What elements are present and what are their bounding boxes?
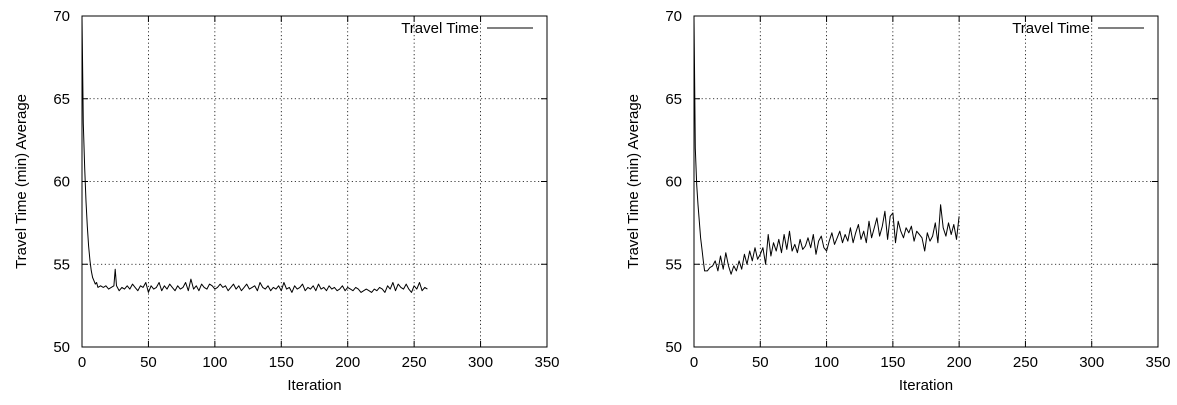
y-tick-label: 50: [665, 339, 682, 356]
y-tick-label: 55: [53, 256, 70, 273]
y-tick-label: 70: [53, 8, 70, 25]
y-tick-label: 50: [53, 339, 70, 356]
y-axis-label: Travel Time (min) Average: [13, 94, 30, 269]
x-tick-label: 50: [140, 354, 157, 371]
x-tick-label: 150: [880, 354, 905, 371]
x-tick-label: 300: [468, 354, 493, 371]
y-tick-label: 60: [53, 174, 70, 191]
x-tick-label: 350: [1145, 354, 1170, 371]
y-tick-label: 65: [53, 91, 70, 108]
chart-left: 0 50 100 150 200 250 300 350 50 55 60 65 70 Iteration…: [13, 8, 560, 394]
x-tick-label: 350: [534, 354, 559, 371]
series-line-travel-time: [693, 15, 960, 275]
chart-right: 0 50 100 150 200 250 300 350 50 55 60 65 70 Iteration…: [625, 8, 1171, 394]
y-tick-label: 60: [665, 174, 682, 191]
x-tick-label: 250: [1013, 354, 1038, 371]
x-tick-label: 300: [1079, 354, 1104, 371]
plot-frame: [81, 15, 548, 348]
x-tick-label: 250: [402, 354, 427, 371]
x-axis-label: Iteration: [287, 377, 341, 394]
x-axis-label: Iteration: [899, 377, 953, 394]
plot-frame: [693, 15, 1159, 348]
y-tick-label: 65: [665, 91, 682, 108]
y-axis-label: Travel Time (min) Average: [625, 94, 642, 269]
x-tick-label: 200: [947, 354, 972, 371]
x-tick-label: 0: [78, 354, 86, 371]
x-tick-label: 150: [269, 354, 294, 371]
y-tick-label: 70: [665, 8, 682, 25]
y-tick-label: 55: [665, 256, 682, 273]
x-tick-label: 200: [335, 354, 360, 371]
x-tick-label: 100: [202, 354, 227, 371]
legend-label: Travel Time: [401, 20, 479, 37]
x-tick-label: 100: [814, 354, 839, 371]
x-tick-label: 0: [690, 354, 698, 371]
legend-label: Travel Time: [1012, 20, 1090, 37]
x-tick-label: 50: [752, 354, 769, 371]
series-line-travel-time: [81, 15, 428, 293]
